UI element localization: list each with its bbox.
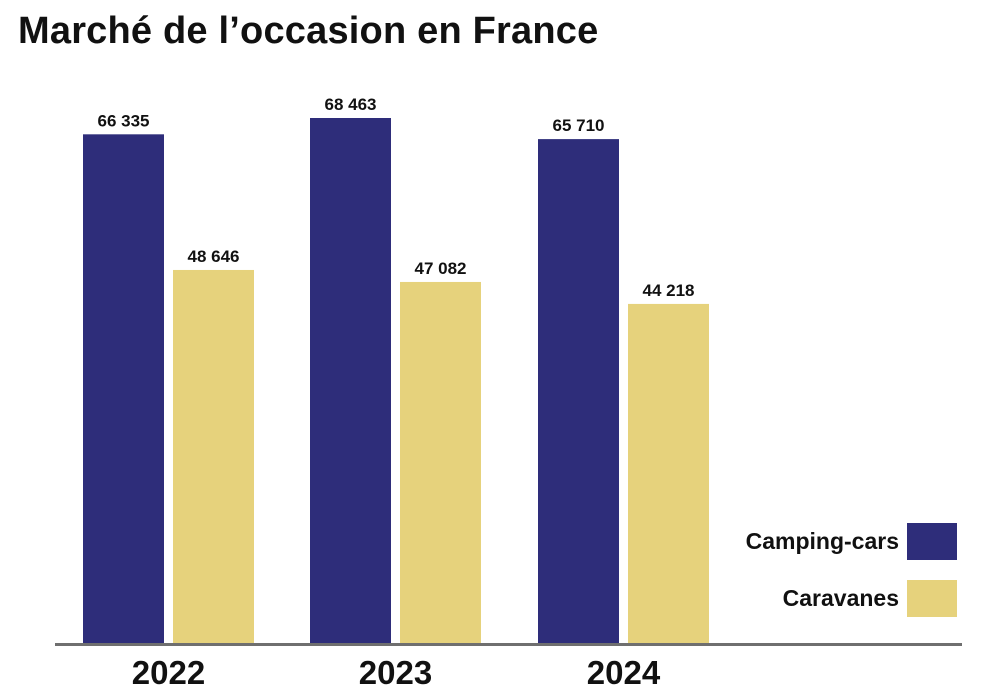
x-tick-label-2022: 2022 [132,654,205,691]
legend-label-camping-cars: Camping-cars [746,528,899,554]
bars-layer [83,118,709,644]
legend-swatch-caravanes [907,580,957,617]
legend-swatch-camping-cars [907,523,957,560]
legend: Camping-cars Caravanes [746,523,957,617]
bar-caravanes-2022 [173,269,254,643]
bar-value-label: 44 218 [643,281,695,300]
bar-camping-cars-2023 [310,118,391,643]
bar-value-label: 68 463 [325,95,377,114]
bar-value-label: 48 646 [188,247,240,266]
bar-caravanes-2023 [400,281,481,643]
bar-value-label: 65 710 [553,116,605,135]
bar-camping-cars-2022 [83,134,164,643]
x-tick-label-2023: 2023 [359,654,432,691]
bar-value-label: 66 335 [98,111,150,130]
bar-caravanes-2024 [628,303,709,643]
bar-labels-layer: 66 335 48 646 68 463 47 082 65 710 44 218 [98,95,695,300]
legend-label-caravanes: Caravanes [783,585,899,611]
bar-camping-cars-2024 [538,139,619,644]
bar-value-label: 47 082 [415,259,467,278]
x-tick-label-2024: 2024 [587,654,661,691]
x-axis-ticks: 2022 2023 2024 [132,654,661,691]
chart-title: Marché de l’occasion en France [18,10,599,52]
